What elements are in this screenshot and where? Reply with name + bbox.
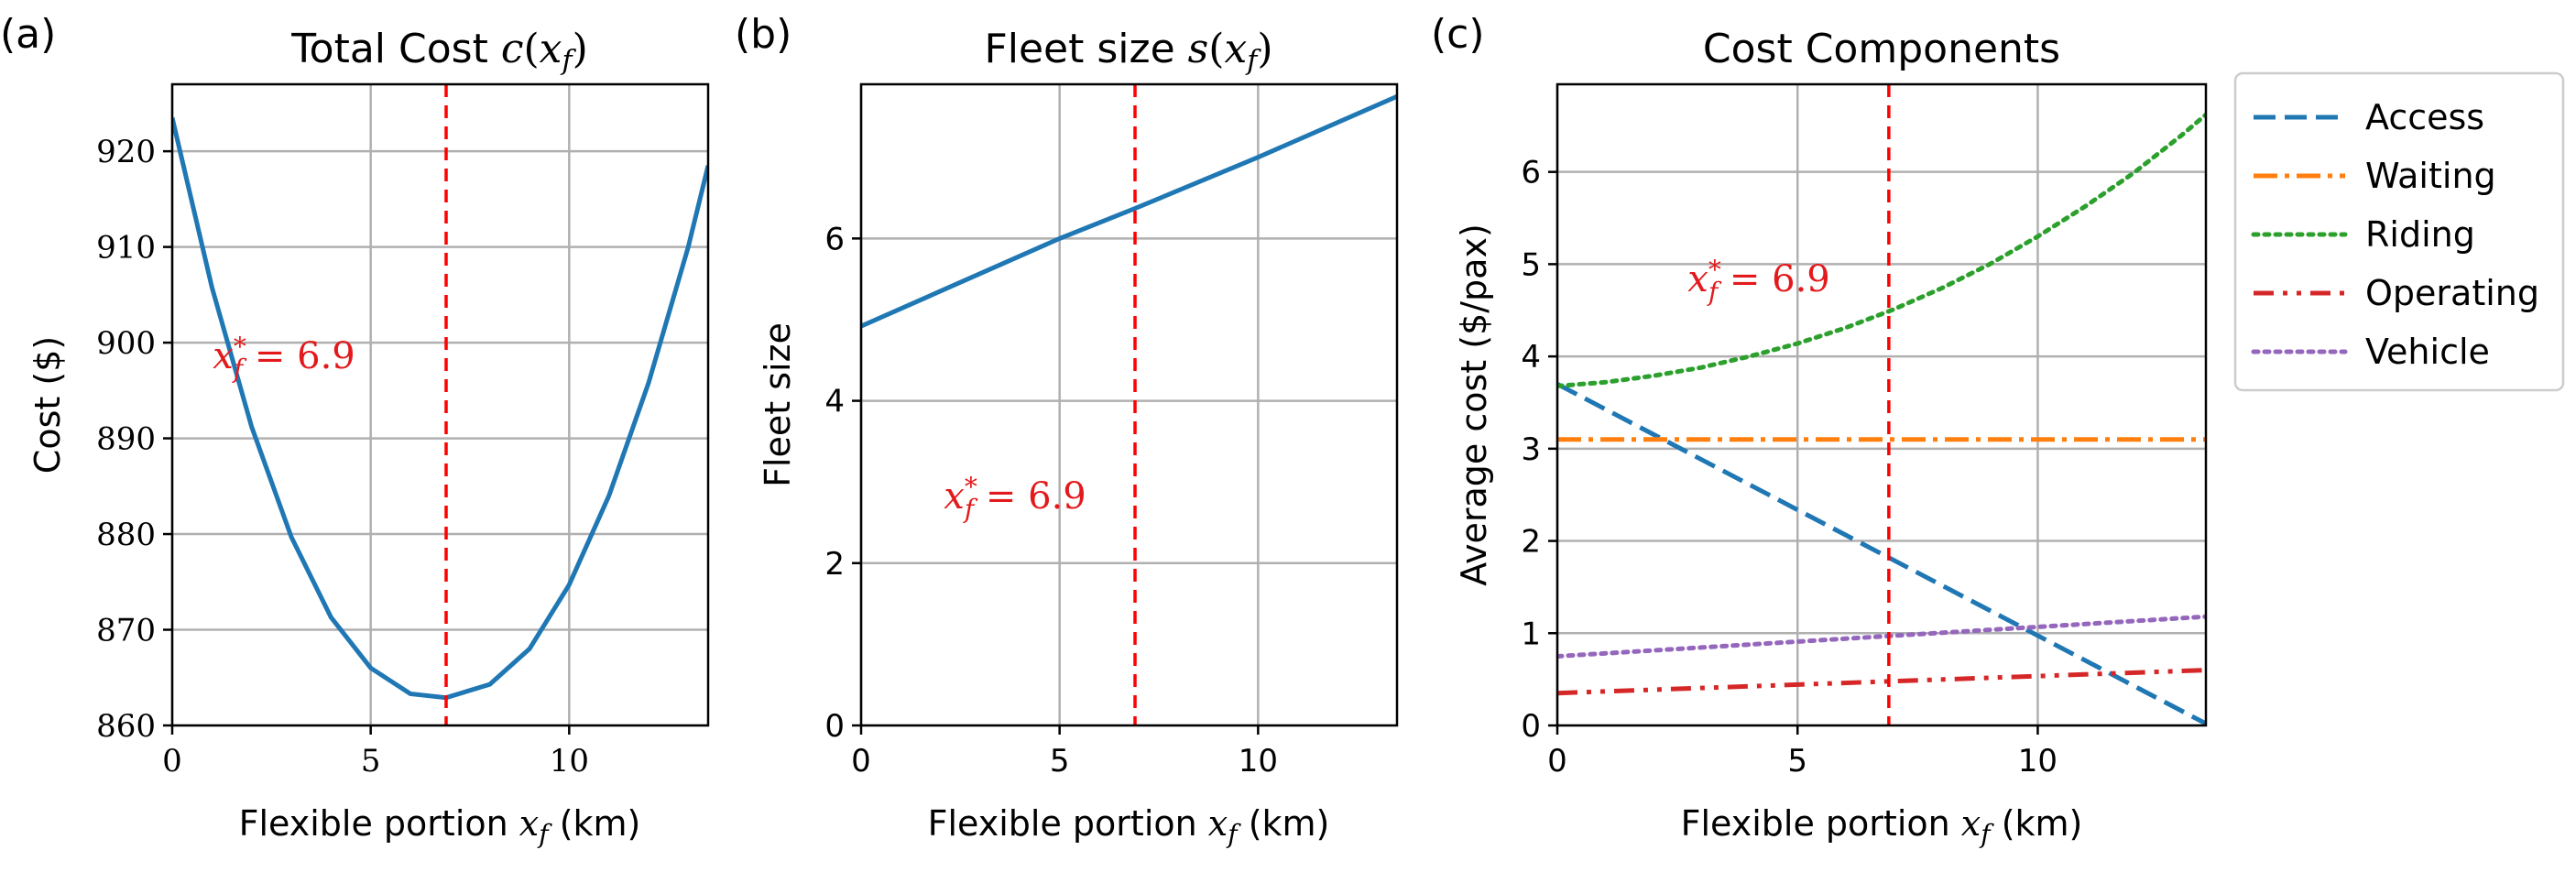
x-axis-label: Flexible portion xf (km) [1681,803,2083,849]
tick-labels: 0 5 10 860 870 880 890 900 910 920 [96,134,589,779]
tick-labels: 0 5 10 0 2 4 6 [824,221,1278,779]
y-tick-label: 0 [1521,708,1541,745]
panel-label-c: (c) [1431,11,1485,58]
y-axis-label: Average cost ($/pax) [1454,223,1494,586]
series-line-main [172,117,708,701]
chart-title: Total Cost c(xf) [290,26,588,77]
y-tick-label: 0 [824,708,845,745]
optimum-annotation: x* f = 6.9 [213,332,355,384]
x-tick-label: 0 [851,743,871,779]
series-line-riding [1557,112,2206,388]
x-tick-label: 0 [1547,743,1567,779]
axes-frame [859,82,1399,727]
y-tick-label: 890 [96,421,156,458]
y-tick-label: 2 [824,546,845,583]
series-line-main [861,94,1397,329]
y-tick-label: 4 [1521,339,1541,376]
x-tick-label: 5 [361,743,381,779]
chart-title: Fleet size s(xf) [984,26,1272,77]
y-tick-label: 860 [96,708,156,745]
legend-items: Access Waiting Riding Operating Vehicle [2251,97,2539,372]
series-line-operating [1557,668,2206,696]
x-axis-label: Flexible portion xf (km) [928,803,1330,849]
legend-label-waiting: Waiting [2365,156,2496,196]
y-tick-label: 6 [824,221,845,257]
axes-frame [1555,82,2208,727]
panel-label-b: (b) [735,11,791,58]
legend: Access Waiting Riding Operating Vehicle [2233,71,2565,392]
panel-fleet-size: 0 5 10 0 2 4 6 (b) Fleet size s(xf) Flexible p… [735,11,1399,849]
legend-frame [2233,71,2565,392]
series-line-access [1557,382,2206,725]
y-tick-label: 1 [1521,616,1541,652]
y-tick-label: 880 [96,517,156,553]
y-tick-label: 900 [96,325,156,362]
x-tick-label: 5 [1050,743,1070,779]
y-tick-label: 2 [1521,524,1541,561]
legend-label-operating: Operating [2365,273,2539,313]
chart-title: Cost Components [1703,26,2060,72]
y-tick-label: 4 [824,384,845,420]
x-tick-label: 10 [550,743,589,779]
axes-frame [170,82,710,727]
plot-area [861,84,1397,725]
legend-label-riding: Riding [2365,214,2475,255]
plot-area [1557,84,2206,725]
y-axis-label: Fleet size [758,322,798,487]
x-tick-label: 0 [162,743,182,779]
y-tick-label: 5 [1521,246,1541,283]
x-tick-label: 10 [1239,743,1278,779]
y-tick-label: 870 [96,613,156,649]
x-tick-label: 5 [1787,743,1807,779]
legend-label-access: Access [2365,97,2484,137]
panel-cost-components: 0 5 10 0 1 2 3 4 5 6 (c) Cost Components Flexible… [1431,11,2565,849]
series-line-vehicle [1557,614,2206,659]
y-axis-label: Cost ($) [27,336,68,474]
x-axis-label: Flexible portion xf (km) [239,803,641,849]
optimum-annotation: x* f = 6.9 [944,472,1086,524]
y-tick-label: 910 [96,230,156,267]
grid [1555,84,2206,727]
plot-area [172,84,708,725]
panel-total-cost: 0 5 10 860 870 880 890 900 910 920 (a) Total Cost… [0,11,710,849]
optimum-annotation: x* f = 6.9 [1687,255,1830,307]
legend-label-vehicle: Vehicle [2365,332,2490,372]
tick-labels: 0 5 10 0 1 2 3 4 5 6 [1521,155,2058,779]
y-tick-label: 920 [96,134,156,170]
x-tick-label: 10 [2018,743,2058,779]
grid [170,84,708,727]
panel-label-a: (a) [0,11,56,58]
grid [859,84,1397,727]
y-tick-label: 6 [1521,155,1541,191]
y-tick-label: 3 [1521,431,1541,468]
